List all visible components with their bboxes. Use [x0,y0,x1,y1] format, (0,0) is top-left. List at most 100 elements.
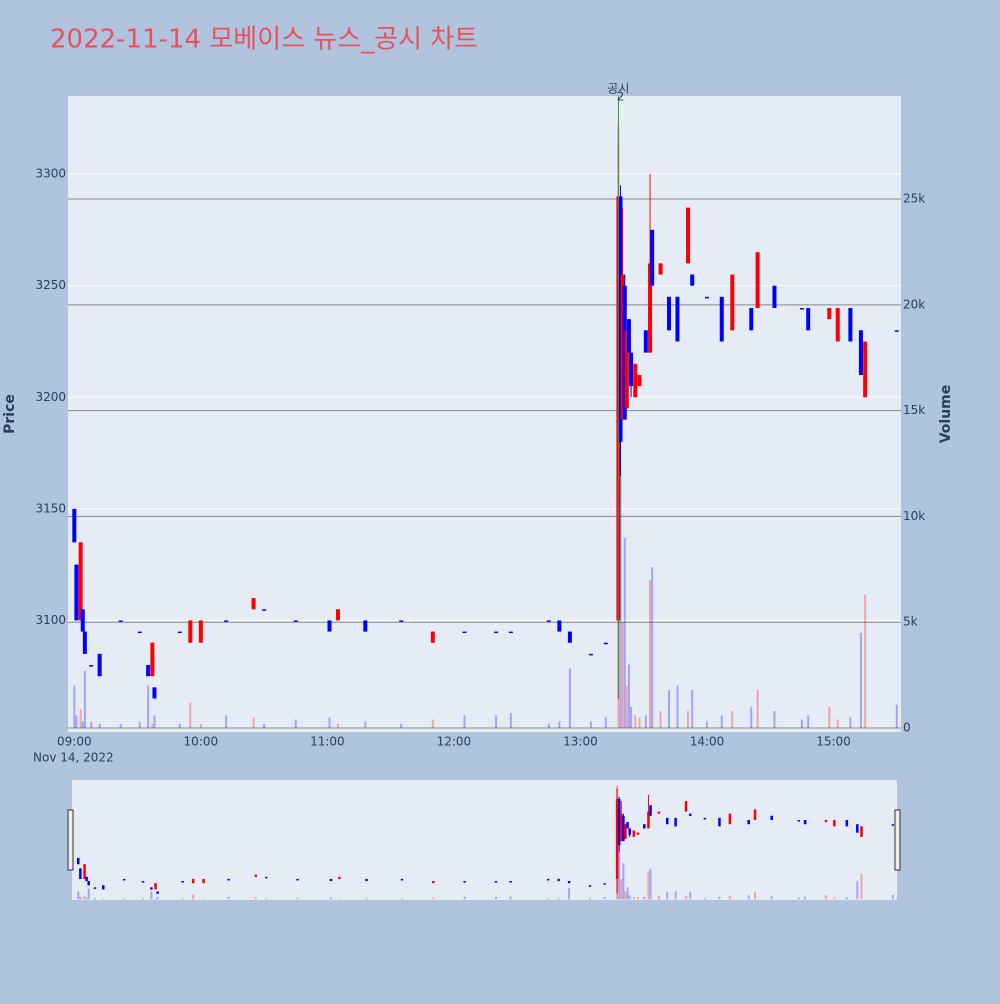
volume-bar [463,896,466,900]
volume-bar [634,715,637,728]
volume-bar [773,711,776,728]
volume-bar [627,664,630,728]
volume-bar [620,879,623,900]
candle-body [93,887,97,889]
candle-body [227,878,230,881]
candle-body [463,881,466,883]
chart-title: 2022-11-14 모베이스 뉴스_공시 차트 [50,25,478,55]
candle-body [856,824,859,833]
candle-body [567,631,572,643]
candle-body [335,609,340,621]
volume-bar [79,708,82,728]
volume-bar [85,898,88,900]
candle-body [827,308,832,320]
slider-handle[interactable] [894,809,901,871]
volume-bar [804,896,807,900]
candle-body [400,878,404,881]
candle-body [806,308,811,331]
volume-bar [720,715,723,728]
y-tick-label: 3250 [35,278,66,292]
candle-body [704,296,709,299]
candle-body [686,207,691,264]
candle-body [264,876,268,879]
volume-bar [400,723,403,728]
volume-bar [77,891,80,900]
candle-body [649,805,652,816]
slider-handle[interactable] [67,809,74,871]
candle-body [188,620,193,643]
volume-bar [73,685,76,728]
volume-bar [338,898,341,900]
volume-bar [364,721,367,728]
volume-bar [624,891,627,900]
candle-body [624,824,627,839]
candle-body [772,285,777,308]
candle-body [617,798,621,846]
volume-bar [622,863,625,900]
candle-body [626,319,631,353]
candle-body [647,811,650,829]
candle-body [191,878,195,884]
volume-bar [558,721,561,728]
candle-body [675,296,680,342]
y-tick-label: 3300 [35,167,66,181]
volume-bar [659,711,662,728]
volume-bar [621,622,624,728]
volume-bar [685,896,688,900]
candle-body [262,609,267,611]
volume-bar [750,706,753,728]
candle-body [74,564,79,621]
volume-bar [151,723,154,728]
volume-bar [687,711,690,728]
y-tick-label: 3100 [35,613,66,627]
candle-body [833,820,836,827]
volume-bar [691,689,694,728]
candle-body [293,620,298,622]
x-tick-label: 10:00 [184,735,219,749]
candle-body [637,374,642,387]
volume-bar [824,895,827,900]
volume-bar [895,704,898,728]
candle-body [338,876,341,879]
x-tick-label: 14:00 [690,735,725,749]
volume-bar [891,894,894,900]
volume-bar [657,896,660,900]
candle-body [620,813,623,842]
volume-bar [651,567,654,728]
volume-bar [254,897,257,900]
candle-body [848,308,853,342]
volume-bar [728,896,731,900]
candle-body [718,817,721,827]
volume-bar [864,594,867,728]
candle-body [603,642,608,645]
volume-bar [668,689,671,728]
volume-bar [123,898,126,900]
candle-body [152,687,157,699]
candle-body [156,891,159,894]
volume-bar [689,892,692,900]
volume-bar [102,898,105,900]
volume-bar [568,668,571,728]
volume-bar [836,719,839,728]
volume-bar [83,670,86,728]
plot-area [68,96,901,732]
volume-bar [81,721,84,728]
candle-body [684,801,688,812]
x-tick-label: 15:00 [816,735,851,749]
volume-bar [495,715,498,728]
candle-body [557,620,562,632]
volume-bar [181,898,184,900]
candle-body [749,308,754,331]
volume-bar [93,898,96,900]
volume-bar [623,537,626,728]
candle-body [628,828,631,835]
range-slider[interactable] [72,780,897,900]
candle-body [224,620,229,622]
candle-body [835,308,840,342]
volume-bar [79,896,82,900]
volume-bar [703,898,706,900]
candle-body [77,857,80,865]
volume-bar [859,632,862,728]
candle-body [296,878,299,881]
